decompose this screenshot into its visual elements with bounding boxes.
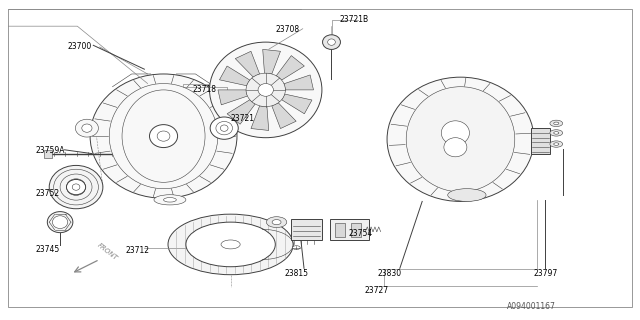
Ellipse shape bbox=[82, 124, 92, 132]
Text: FRONT: FRONT bbox=[97, 242, 119, 261]
Ellipse shape bbox=[157, 131, 170, 141]
Ellipse shape bbox=[109, 84, 218, 189]
Polygon shape bbox=[284, 75, 314, 90]
Text: 23797: 23797 bbox=[534, 268, 558, 278]
Ellipse shape bbox=[444, 138, 467, 157]
Text: 23700: 23700 bbox=[68, 42, 92, 52]
Text: 23721: 23721 bbox=[230, 114, 255, 123]
Text: 23752: 23752 bbox=[36, 189, 60, 198]
Polygon shape bbox=[272, 103, 296, 129]
Ellipse shape bbox=[216, 122, 232, 135]
Text: 23815: 23815 bbox=[285, 268, 309, 278]
Polygon shape bbox=[220, 66, 250, 86]
Text: 23727: 23727 bbox=[365, 286, 389, 295]
Ellipse shape bbox=[150, 124, 177, 148]
Bar bbox=[351, 223, 361, 237]
Ellipse shape bbox=[90, 74, 237, 198]
Ellipse shape bbox=[550, 130, 563, 136]
Text: 23712: 23712 bbox=[125, 246, 149, 255]
Ellipse shape bbox=[246, 73, 285, 107]
Text: 23718: 23718 bbox=[192, 85, 216, 94]
Ellipse shape bbox=[47, 212, 73, 233]
Bar bbox=[531, 128, 550, 154]
Ellipse shape bbox=[76, 119, 99, 137]
Text: 23721B: 23721B bbox=[339, 15, 368, 24]
Ellipse shape bbox=[442, 121, 469, 145]
Bar bbox=[291, 219, 322, 240]
Ellipse shape bbox=[554, 143, 559, 145]
Polygon shape bbox=[236, 51, 260, 77]
Ellipse shape bbox=[406, 87, 515, 192]
Ellipse shape bbox=[272, 220, 281, 225]
Ellipse shape bbox=[72, 184, 80, 190]
Text: A094001167: A094001167 bbox=[508, 302, 556, 311]
Ellipse shape bbox=[52, 216, 68, 228]
Polygon shape bbox=[251, 106, 269, 131]
Ellipse shape bbox=[448, 189, 486, 201]
Text: 23754: 23754 bbox=[349, 229, 373, 238]
Ellipse shape bbox=[550, 120, 563, 126]
Ellipse shape bbox=[209, 42, 322, 138]
Ellipse shape bbox=[164, 197, 176, 202]
Ellipse shape bbox=[266, 217, 287, 228]
Bar bbox=[44, 150, 52, 158]
Ellipse shape bbox=[328, 39, 335, 45]
Ellipse shape bbox=[186, 222, 275, 267]
Ellipse shape bbox=[554, 122, 559, 124]
Ellipse shape bbox=[168, 214, 293, 275]
Polygon shape bbox=[282, 94, 312, 114]
Polygon shape bbox=[262, 49, 280, 74]
Text: 23745: 23745 bbox=[36, 245, 60, 254]
Ellipse shape bbox=[221, 240, 240, 249]
Ellipse shape bbox=[554, 132, 559, 134]
Polygon shape bbox=[276, 56, 305, 80]
Text: 23708: 23708 bbox=[275, 25, 300, 34]
Polygon shape bbox=[218, 90, 248, 105]
Ellipse shape bbox=[154, 195, 186, 205]
Bar bbox=[335, 223, 345, 237]
Text: 23759A: 23759A bbox=[36, 146, 65, 155]
Ellipse shape bbox=[49, 165, 103, 209]
Ellipse shape bbox=[220, 125, 228, 131]
Ellipse shape bbox=[292, 246, 300, 250]
Ellipse shape bbox=[550, 141, 563, 147]
Text: 23830: 23830 bbox=[378, 268, 402, 278]
Ellipse shape bbox=[258, 84, 273, 96]
Ellipse shape bbox=[122, 90, 205, 182]
Ellipse shape bbox=[210, 117, 238, 139]
Polygon shape bbox=[227, 100, 255, 124]
Ellipse shape bbox=[67, 180, 86, 195]
Ellipse shape bbox=[323, 35, 340, 50]
Bar bbox=[330, 219, 369, 240]
Ellipse shape bbox=[387, 77, 534, 201]
